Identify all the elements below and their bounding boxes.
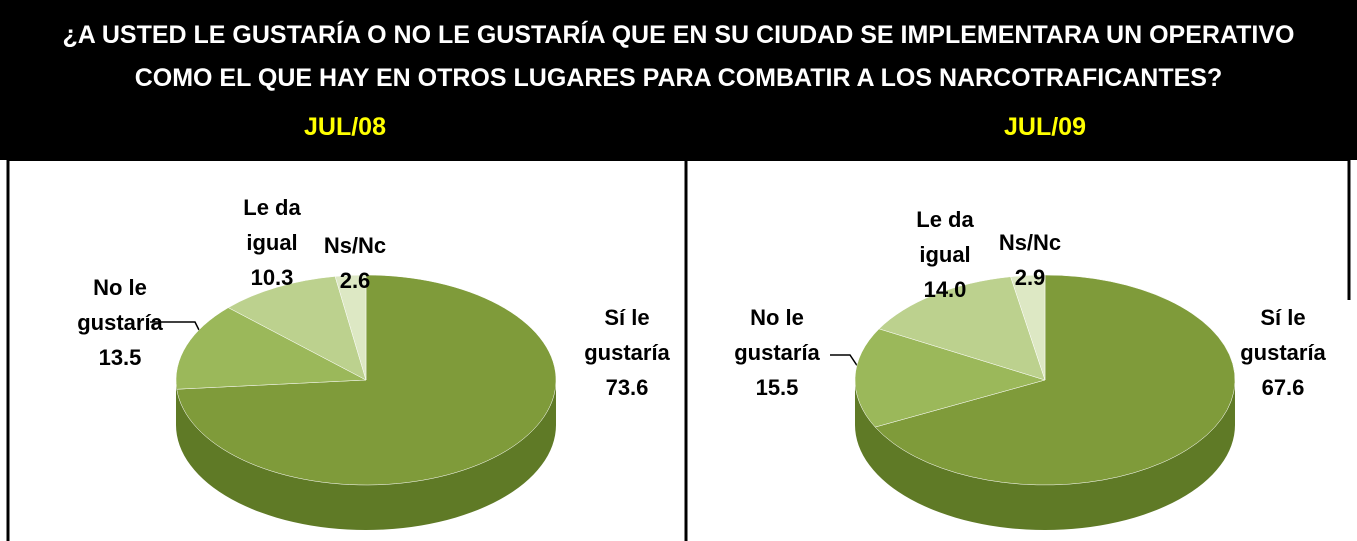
value-label: 73.6 [605, 375, 649, 400]
category-label: Le da igual [916, 207, 974, 267]
category-label: Ns/Nc [998, 230, 1062, 255]
value-label: 15.5 [755, 375, 799, 400]
data-label: Ns/Nc 2.9 [990, 225, 1070, 295]
data-label: Ns/Nc 2.6 [315, 228, 395, 298]
pie-slice [334, 274, 367, 381]
value-label: 13.5 [98, 345, 142, 370]
value-label: 10.3 [250, 265, 294, 290]
pie-slice [1010, 274, 1046, 381]
pie-side [176, 380, 556, 530]
data-label: Le da igual 14.0 [905, 202, 985, 307]
chart-title: JUL/09 [1004, 113, 1086, 141]
data-label: No le gustaría 13.5 [65, 270, 175, 375]
value-label: 2.9 [1014, 265, 1046, 290]
category-label: Sí le gustaría [584, 305, 670, 365]
value-label: 14.0 [923, 277, 967, 302]
data-label: Sí le gustaría 73.6 [572, 300, 682, 405]
pie-slice [854, 328, 1046, 428]
value-label: 2.6 [339, 268, 371, 293]
data-label: Sí le gustaría 67.6 [1228, 300, 1338, 405]
pie-side [855, 380, 1235, 530]
data-label: Le da igual 10.3 [232, 190, 312, 295]
category-label: No le gustaría [77, 275, 163, 335]
pie-slice [175, 307, 367, 390]
category-label: No le gustaría [734, 305, 820, 365]
leader-line [830, 354, 861, 371]
pie-slice [227, 276, 367, 381]
chart-title: JUL/08 [304, 113, 386, 141]
header: ¿A USTED LE GUSTARÍA O NO LE GUSTARÍA QU… [0, 0, 1357, 160]
value-label: 67.6 [1261, 375, 1305, 400]
pie-slice [878, 276, 1046, 381]
pie-slice [874, 274, 1236, 486]
title: ¿A USTED LE GUSTARÍA O NO LE GUSTARÍA QU… [62, 21, 1295, 92]
data-label: No le gustaría 15.5 [722, 300, 832, 405]
category-label: Ns/Nc [323, 233, 387, 258]
category-label: Le da igual [243, 195, 301, 255]
category-label: Sí le gustaría [1240, 305, 1326, 365]
